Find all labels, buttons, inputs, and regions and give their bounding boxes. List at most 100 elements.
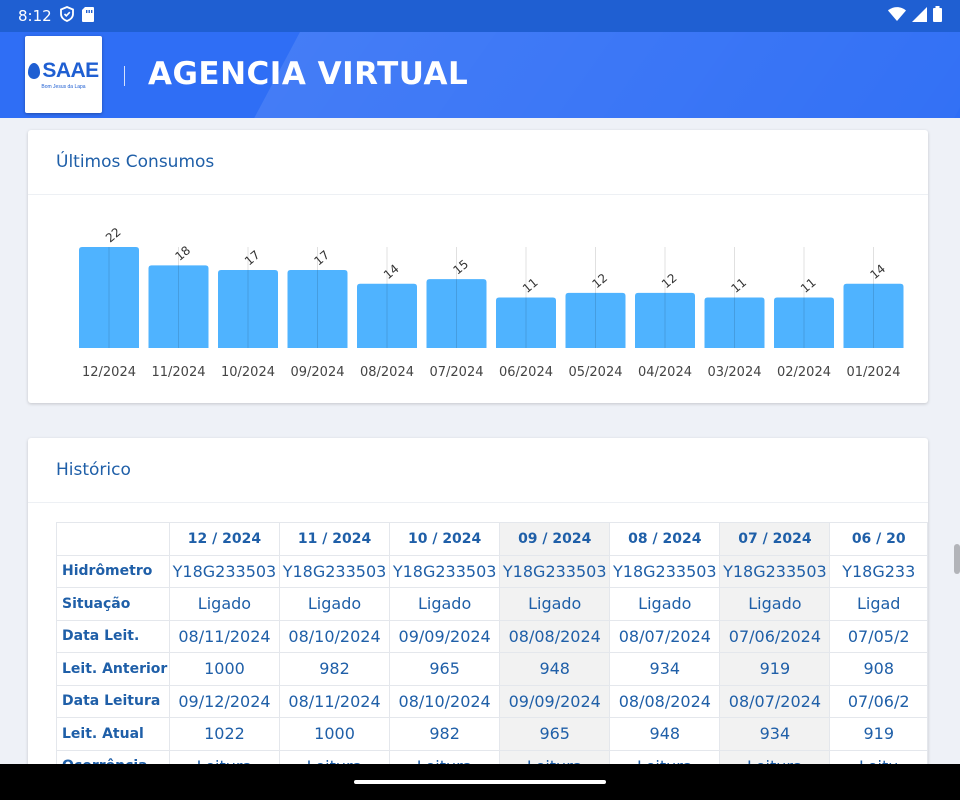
chart-data-label: 12	[659, 271, 680, 292]
chart-x-tick-label: 11/2024	[151, 365, 205, 380]
chart-bar[interactable]	[496, 297, 556, 349]
table-cell: Ligado	[168, 587, 280, 621]
table-cell: 08/10/2024	[278, 619, 391, 653]
chart-bar[interactable]	[843, 283, 904, 348]
column-header: 10 / 2024	[389, 522, 501, 556]
column-header: 09 / 2024	[499, 522, 611, 556]
consumos-bar-chart: 22 12/2024 18 11/2024 17 10/2024 17 09/2024 14 08…	[79, 225, 904, 380]
table-cell: Leitura	[278, 749, 391, 768]
chart-bar-group[interactable]: 11 06/2024	[496, 247, 556, 380]
table-cell: Leitura	[168, 749, 280, 768]
table-cell: 1022	[168, 717, 280, 751]
table-cell: 08/11/2024	[278, 684, 391, 718]
shield-icon	[59, 6, 74, 26]
chart-bar[interactable]	[426, 279, 487, 348]
table-cell: 934	[719, 717, 831, 751]
table-cell: 982	[389, 717, 501, 751]
saae-logo[interactable]: SAAE Bom Jesus da Lapa	[25, 36, 102, 113]
table-cell: 09/12/2024	[168, 684, 280, 718]
card-divider	[28, 502, 928, 503]
logo-text: SAAE	[42, 59, 99, 82]
table-cell: Y18G233	[829, 554, 928, 588]
chart-bar-group[interactable]: 17 09/2024	[287, 247, 348, 380]
table-cell: 07/06/2024	[719, 619, 831, 653]
table-cell: 948	[609, 717, 721, 751]
page-title: AGENCIA VIRTUAL	[148, 56, 469, 92]
table-cell: Ligad	[829, 587, 928, 621]
table-row: Situação Ligado Ligado Ligado Ligado Ligado Li…	[56, 587, 928, 621]
table-cell: Ligado	[389, 587, 501, 621]
table-cell: 08/10/2024	[389, 684, 501, 718]
table-cell: 08/08/2024	[609, 684, 721, 718]
logo-subtext: Bom Jesus da Lapa	[41, 84, 86, 90]
table-row: Data Leit. 08/11/2024 08/10/2024 09/09/2024…	[56, 619, 928, 653]
chart-bar-group[interactable]: 14 08/2024	[357, 247, 417, 380]
chart-bar[interactable]	[565, 292, 626, 348]
chart-x-tick-label: 06/2024	[499, 365, 553, 380]
scrollbar[interactable]	[954, 544, 960, 574]
home-gesture-handle[interactable]	[354, 780, 606, 784]
row-label: Situação	[56, 587, 170, 621]
chart-bar-group[interactable]: 14 01/2024	[843, 247, 904, 380]
chart-bar[interactable]	[357, 283, 417, 348]
chart-bar-group[interactable]: 12 04/2024	[635, 247, 695, 380]
table-cell: 09/09/2024	[499, 684, 611, 718]
chart-bar-group[interactable]: 15 07/2024	[426, 247, 487, 380]
table-cell: Y18G233503	[168, 554, 280, 588]
column-header: 06 / 20	[829, 522, 928, 556]
chart-data-label: 15	[450, 257, 471, 278]
table-row: Hidrômetro Y18G233503 Y18G233503 Y18G233503…	[56, 554, 928, 588]
consumos-title: Últimos Consumos	[56, 152, 215, 172]
chart-bar[interactable]	[218, 269, 278, 348]
column-header: 07 / 2024	[719, 522, 831, 556]
chart-bar-group[interactable]: 11 03/2024	[704, 247, 765, 380]
table-cell: Leitura	[389, 749, 501, 768]
water-drop-icon	[28, 63, 41, 79]
chart-data-label: 11	[798, 275, 819, 296]
chart-x-tick-label: 05/2024	[568, 365, 622, 380]
historico-table-scroll[interactable]: 12 / 2024 11 / 2024 10 / 2024 09 / 2024 08 /…	[56, 522, 928, 768]
chart-bar-group[interactable]: 12 05/2024	[565, 247, 626, 380]
row-label: Data Leit.	[56, 619, 170, 653]
table-cell: 1000	[278, 717, 391, 751]
chart-bar[interactable]	[704, 297, 765, 349]
app-header: SAAE Bom Jesus da Lapa AGENCIA VIRTUAL	[0, 32, 960, 118]
chart-x-tick-label: 03/2024	[707, 365, 761, 380]
chart-bar[interactable]	[287, 269, 348, 348]
sim-card-icon	[81, 6, 94, 26]
chart-bar[interactable]	[635, 292, 695, 348]
battery-icon	[933, 6, 942, 26]
chart-data-label: 12	[589, 271, 610, 292]
status-bar: 8:12	[0, 0, 960, 32]
chart-x-tick-label: 09/2024	[290, 365, 344, 380]
table-cell: 08/08/2024	[499, 619, 611, 653]
chart-data-label: 11	[520, 275, 541, 296]
table-cell: Y18G233503	[719, 554, 831, 588]
row-label: Hidrômetro	[56, 554, 170, 588]
table-cell: 08/07/2024	[609, 619, 721, 653]
chart-data-label: 11	[728, 275, 749, 296]
chart-bar-group[interactable]: 18 11/2024	[148, 243, 209, 380]
chart-data-label: 17	[242, 248, 263, 269]
chart-bar[interactable]	[774, 297, 834, 349]
system-nav-bar	[0, 764, 960, 800]
chart-bar-group[interactable]: 22 12/2024	[79, 225, 139, 380]
chart-bar-group[interactable]: 17 10/2024	[218, 247, 278, 380]
table-cell: 948	[499, 652, 611, 686]
table-cell: 965	[499, 717, 611, 751]
chart-bar[interactable]	[148, 265, 209, 348]
column-header: 11 / 2024	[278, 522, 391, 556]
chart-bar[interactable]	[79, 247, 139, 348]
table-cell: 09/09/2024	[389, 619, 501, 653]
table-cell: Y18G233503	[389, 554, 501, 588]
chart-x-tick-label: 04/2024	[638, 365, 692, 380]
table-cell: 07/06/2	[829, 684, 928, 718]
table-cell: Y18G233503	[499, 554, 611, 588]
table-cell: 08/11/2024	[168, 619, 280, 653]
table-row: Data Leitura 09/12/2024 08/11/2024 08/10/20…	[56, 684, 928, 718]
column-header: 12 / 2024	[168, 522, 280, 556]
table-cell: Leitura	[719, 749, 831, 768]
row-label: Leit. Atual	[56, 717, 170, 751]
chart-data-label: 18	[172, 243, 193, 264]
chart-bar-group[interactable]: 11 02/2024	[774, 247, 834, 380]
